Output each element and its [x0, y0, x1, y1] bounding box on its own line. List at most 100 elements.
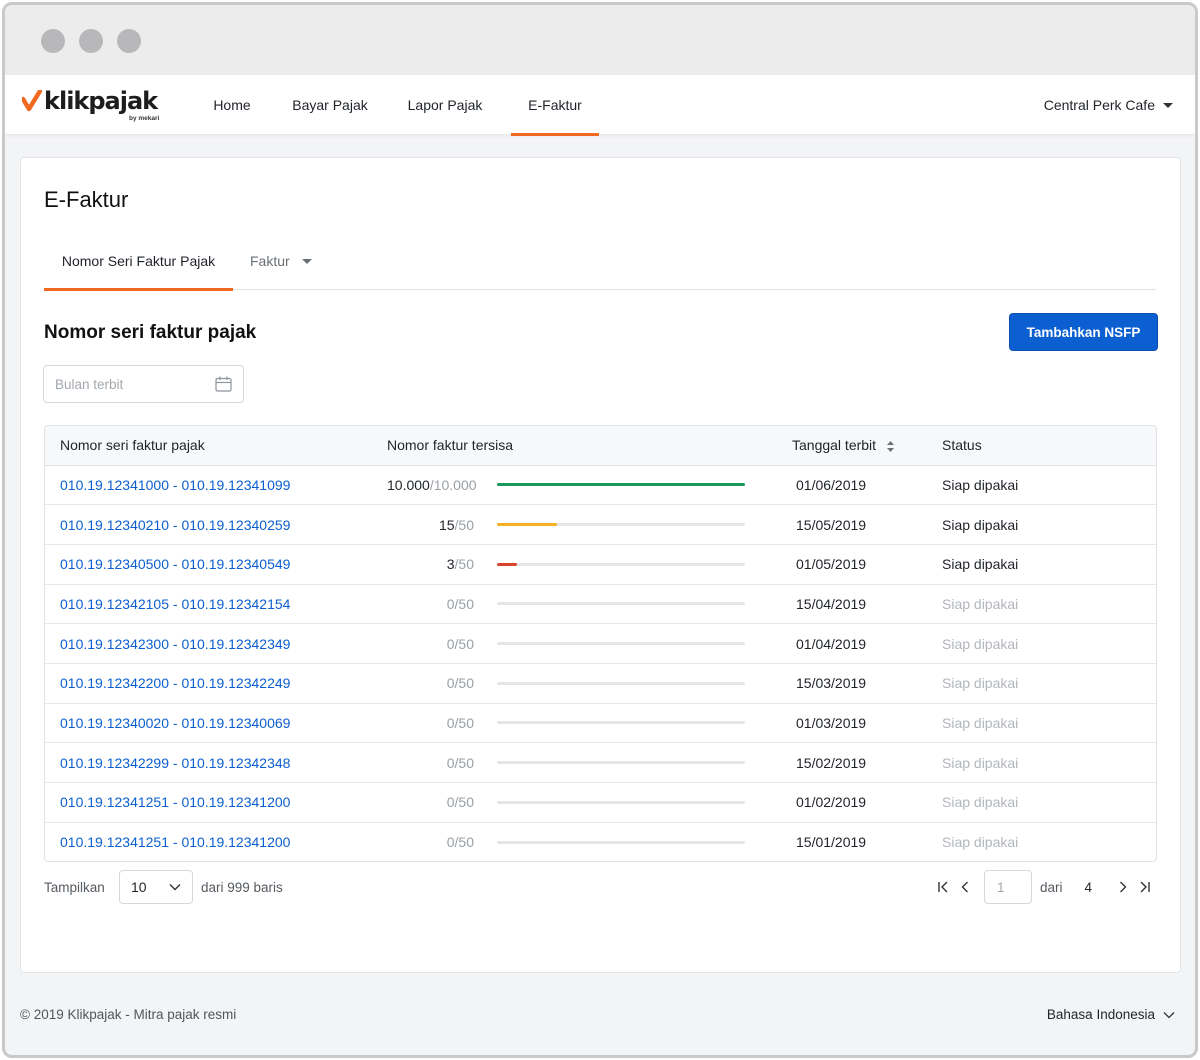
remaining-total: 0/50: [446, 794, 474, 811]
nomor-seri-cell: 010.19.12340020 - 010.19.12340069: [45, 702, 387, 743]
nomor-tersisa-cell: 3/50: [387, 543, 792, 585]
calendar-icon[interactable]: [215, 376, 232, 392]
tab-nomor-seri-faktur-pajak[interactable]: Nomor Seri Faktur Pajak: [44, 245, 233, 291]
nomor-tersisa-cell: 0/50: [387, 782, 792, 823]
window-close-dot[interactable]: [41, 29, 65, 53]
status-cell: Siap dipakai: [942, 782, 1156, 823]
month-filter-input[interactable]: [55, 376, 205, 392]
caret-down-icon: [1163, 102, 1173, 108]
tanggal-terbit-cell: 15/02/2019: [792, 742, 942, 783]
nomor-seri-cell: 010.19.12340210 - 010.19.12340259: [45, 504, 387, 545]
tanggal-terbit-cell: 01/03/2019: [792, 702, 942, 743]
remaining-total: 0/50: [446, 754, 474, 771]
remaining-count: 0/50: [387, 675, 497, 691]
page-title: E-Faktur: [44, 187, 129, 212]
table-row[interactable]: 010.19.12340210 - 010.19.12340259 15/50 15…: [45, 504, 1156, 545]
page-number-input[interactable]: [983, 870, 1032, 904]
status-cell: Siap dipakai: [942, 662, 1156, 704]
remaining-total: 0/50: [446, 635, 474, 652]
window-minimize-dot[interactable]: [79, 29, 103, 53]
nomor-seri-link[interactable]: 010.19.12342300 - 010.19.12342349: [60, 635, 291, 652]
nomor-seri-link[interactable]: 010.19.12341000 - 010.19.12341099: [60, 476, 291, 493]
header-nomor-seri: Nomor seri faktur pajak: [45, 426, 387, 466]
table-row[interactable]: 010.19.12342300 - 010.19.12342349 0/50 01/…: [45, 623, 1156, 664]
tab-faktur[interactable]: Faktur: [250, 245, 312, 290]
sort-icon[interactable]: [886, 440, 895, 453]
nomor-seri-link[interactable]: 010.19.12340500 - 010.19.12340549: [60, 556, 291, 573]
previous-page-icon[interactable]: [954, 870, 976, 904]
company-switcher[interactable]: Central Perk Cafe: [1044, 75, 1173, 135]
nomor-seri-link[interactable]: 010.19.12340210 - 010.19.12340259: [60, 516, 291, 533]
status-cell: Siap dipakai: [942, 623, 1156, 664]
table-row[interactable]: 010.19.12340500 - 010.19.12340549 3/50 01/…: [45, 543, 1156, 585]
nomor-seri-cell: 010.19.12341251 - 010.19.12341200: [45, 782, 387, 823]
header-status: Status: [942, 426, 1156, 466]
nomor-tersisa-cell: 0/50: [387, 742, 792, 783]
table-row[interactable]: 010.19.12341251 - 010.19.12341200 0/50 15/…: [45, 821, 1156, 861]
klikpajak-logo[interactable]: klikpajak by mekari: [22, 87, 167, 126]
remaining-total: 0/50: [446, 595, 474, 612]
nomor-seri-link[interactable]: 010.19.12342105 - 010.19.12342154: [60, 595, 291, 612]
remaining-progress-fill: [497, 523, 557, 527]
tab-faktur-label: Faktur: [250, 253, 290, 269]
nav-bayar-pajak[interactable]: Bayar Pajak: [292, 97, 368, 113]
remaining-progress-bar: [497, 483, 745, 487]
table-row[interactable]: 010.19.12342200 - 010.19.12342249 0/50 15/…: [45, 662, 1156, 704]
status-cell: Siap dipakai: [942, 476, 1019, 493]
top-navbar: klikpajak by mekari Home Bayar Pajak Lap…: [5, 75, 1195, 136]
table-row[interactable]: 010.19.12342299 - 010.19.12342348 0/50 15/…: [45, 742, 1156, 783]
table-row[interactable]: 010.19.12341251 - 010.19.12341200 0/50 01/…: [45, 782, 1156, 823]
rows-per-page-value: 10: [131, 879, 147, 895]
caret-down-icon: [301, 259, 312, 264]
company-name: Central Perk Cafe: [1043, 97, 1155, 113]
table-row[interactable]: 010.19.12341000 - 010.19.12341099 10.000/…: [45, 465, 1156, 505]
language-switcher[interactable]: Bahasa Indonesia: [1047, 1007, 1175, 1022]
window-maximize-dot[interactable]: [117, 29, 141, 53]
chevron-down-icon: [1163, 1011, 1175, 1018]
logo-check-icon: [22, 90, 42, 112]
status-cell: Siap dipakai: [942, 702, 1156, 743]
status-cell: Siap dipakai: [942, 821, 1156, 861]
last-page-icon[interactable]: [1134, 870, 1156, 904]
nomor-seri-cell: 010.19.12342299 - 010.19.12342348: [45, 742, 387, 783]
tanggal-terbit-cell: 15/05/2019: [792, 504, 942, 545]
nomor-tersisa-cell: 0/50: [387, 702, 792, 743]
first-page-icon[interactable]: [932, 870, 954, 904]
nomor-seri-cell: 010.19.12340500 - 010.19.12340549: [45, 543, 387, 585]
section-title: Nomor seri faktur pajak: [44, 322, 257, 343]
nomor-seri-link[interactable]: 010.19.12341251 - 010.19.12341200: [60, 834, 291, 851]
status-cell: Siap dipakai: [942, 504, 1156, 545]
table-footer: Tampilkan 10 dari 999 baris dari 4: [44, 870, 1156, 906]
nomor-seri-cell: 010.19.12341251 - 010.19.12341200: [45, 821, 387, 861]
site-footer: © 2019 Klikpajak - Mitra pajak resmi Bah…: [20, 1005, 1181, 1025]
nomor-seri-link[interactable]: 010.19.12340020 - 010.19.12340069: [60, 714, 291, 731]
tanggal-terbit-cell: 01/06/2019: [796, 476, 867, 493]
table-row[interactable]: 010.19.12340020 - 010.19.12340069 0/50 01/…: [45, 702, 1156, 743]
nomor-seri-link[interactable]: 010.19.12342299 - 010.19.12342348: [60, 754, 291, 771]
nav-home[interactable]: Home: [213, 97, 251, 113]
status-cell: Siap dipakai: [942, 543, 1156, 585]
copyright-text: © 2019 Klikpajak - Mitra pajak resmi: [20, 1007, 237, 1022]
add-nsfp-button[interactable]: Tambahkan NSFP: [1009, 313, 1158, 351]
table-row[interactable]: 010.19.12342105 - 010.19.12342154 0/50 15/…: [45, 583, 1156, 624]
remaining-total: 0/50: [446, 834, 474, 851]
nomor-tersisa-cell: 0/50: [387, 821, 792, 861]
remaining-progress-bar: [497, 602, 745, 606]
rows-per-page-select[interactable]: 10: [119, 870, 193, 904]
remaining-count: 15/50: [387, 517, 497, 533]
remaining-count: 3/50: [387, 556, 497, 572]
header-tanggal-terbit[interactable]: Tanggal terbit: [792, 426, 942, 466]
month-filter[interactable]: [43, 365, 244, 403]
remaining-progress-bar: [497, 800, 745, 804]
nomor-seri-link[interactable]: 010.19.12341251 - 010.19.12341200: [60, 794, 291, 811]
tanggal-terbit-cell: 15/01/2019: [792, 821, 942, 861]
next-page-icon[interactable]: [1112, 870, 1134, 904]
status-cell: Siap dipakai: [942, 742, 1156, 783]
nomor-seri-link[interactable]: 010.19.12342200 - 010.19.12342249: [60, 675, 291, 692]
nav-lapor-pajak[interactable]: Lapor Pajak: [407, 97, 483, 113]
nav-e-faktur[interactable]: E-Faktur: [511, 75, 599, 136]
remaining-total: /10.000: [429, 476, 477, 493]
remaining-progress-bar: [497, 562, 745, 566]
nomor-tersisa-cell: 0/50: [387, 623, 792, 664]
